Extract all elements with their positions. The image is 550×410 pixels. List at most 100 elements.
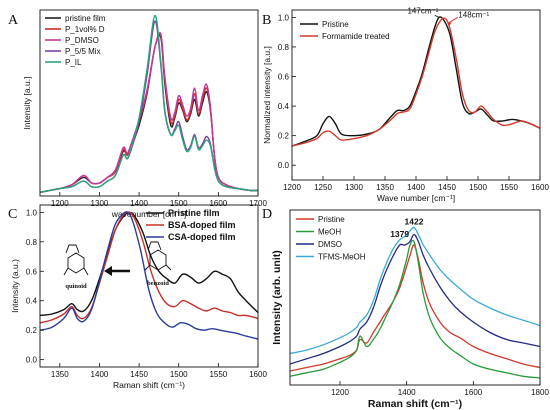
annotation-label: 1422 <box>405 217 424 227</box>
x-tick-label: 1400 <box>407 183 425 192</box>
x-tick-label: 1400 <box>130 199 148 208</box>
x-tick-label: 1450 <box>130 370 148 379</box>
y-tick-label: 1.0 <box>278 13 290 22</box>
x-tick-label: 1200 <box>283 183 301 192</box>
x-tick-label: 1400 <box>398 388 416 397</box>
side-bond <box>144 264 151 271</box>
annotation-arrow <box>447 16 458 24</box>
x-tick-label: 1600 <box>464 388 482 397</box>
legend: Pristine MeOH DMSO TFMS-MeOH <box>296 215 366 262</box>
x-axis-label: Raman shift (cm⁻¹) <box>368 398 462 410</box>
x-tick-label: 1550 <box>209 370 227 379</box>
legend-entry-1: Formamide treated <box>322 32 390 41</box>
series-group <box>40 14 258 193</box>
annotation-label: 1379 <box>390 229 409 239</box>
panel-d: 1200 1400 1600 1800 Raman shift (cm⁻¹) Intens… <box>262 207 549 410</box>
panel-b: 1200 1250 1300 1350 1400 1450 1500 1550 1600 0.0 0… <box>262 6 549 203</box>
series-line-c-2 <box>40 211 258 340</box>
x-tick-label: 1500 <box>469 183 487 192</box>
legend-entry-3: TFMS-MeOH <box>318 253 366 262</box>
y-tick-label: 0.8 <box>278 43 290 52</box>
plot-frame <box>39 204 259 368</box>
double-bond <box>63 267 69 276</box>
legend-entry-2: CSA-doped film <box>168 232 236 242</box>
side-bond <box>165 264 172 271</box>
x-tick-label: 1500 <box>170 370 188 379</box>
annotation-arrow <box>434 15 440 18</box>
legend-entry-0: Pristine <box>322 20 349 29</box>
panel-label-b: B <box>262 13 271 28</box>
series-line-d-3 <box>290 226 540 355</box>
y-tick-label: 1.0 <box>26 208 38 217</box>
thiophene-ring <box>147 241 162 251</box>
legend-entry-0: Pristine <box>318 215 345 224</box>
series-group <box>290 226 540 379</box>
molecule-label-benzoid: benzoid <box>147 280 169 287</box>
x-tick-label: 1600 <box>531 183 549 192</box>
y-tick-label: 0.8 <box>26 238 38 247</box>
x-tick-label: 1400 <box>91 370 109 379</box>
molecule-structures <box>63 241 172 276</box>
arrow-head <box>104 266 112 276</box>
x-tick-label: 1200 <box>51 199 69 208</box>
x-tick-label: 1350 <box>376 183 394 192</box>
x-axis-label: wavenumber [cm⁻¹] <box>111 209 186 219</box>
annotation-label: 147cm⁻¹ <box>407 6 438 15</box>
x-tick-label: 1550 <box>500 183 518 192</box>
x-tick-label: 1600 <box>249 370 267 379</box>
y-tick-label: 0.4 <box>278 102 290 111</box>
series-line-d-1 <box>290 239 540 379</box>
legend-entry-4: P_IL <box>65 58 82 67</box>
x-tick-label: 1300 <box>345 183 363 192</box>
legend-entry-1: MeOH <box>318 228 341 237</box>
panel-label-c: C <box>8 207 17 222</box>
y-tick-label: 0.2 <box>278 132 290 141</box>
quinoid-ring <box>67 252 85 274</box>
legend: pristine film P_1vol% D P_DMSO P_5/5 Mix P_I… <box>45 14 106 67</box>
x-tick-label: 1300 <box>91 199 109 208</box>
legend-entry-1: P_1vol% D <box>65 25 105 34</box>
x-tick-label: 1350 <box>51 370 69 379</box>
arrow-head <box>447 22 452 26</box>
legend-entry-1: BSA-doped film <box>168 220 236 230</box>
series-line-a-2 <box>40 32 258 193</box>
x-tick-label: 1250 <box>314 183 332 192</box>
molecule-label-quinoid: quinoid <box>65 283 87 290</box>
y-tick-label: 0.0 <box>278 161 290 170</box>
x-axis-label: Wave number [cm⁻¹] <box>377 193 455 203</box>
series-line-c-1 <box>40 211 258 324</box>
series-group <box>40 211 258 340</box>
x-tick-label: 1500 <box>170 199 188 208</box>
thiophene-ring <box>65 244 80 254</box>
series-line-d-2 <box>290 233 540 365</box>
legend: Pristine Formamide treated <box>300 20 390 41</box>
x-tick-label: 1800 <box>531 388 549 397</box>
series-line-d-0 <box>290 244 540 372</box>
x-tick-label: 1450 <box>438 183 456 192</box>
legend-entry-2: DMSO <box>318 240 342 249</box>
y-tick-label: 0.4 <box>26 297 38 306</box>
plot-frame <box>289 209 541 386</box>
legend-entry-0: pristine film <box>65 14 106 23</box>
panel-label-a: A <box>8 13 19 28</box>
panel-c: 1350 1400 1450 1500 1550 1600 0.0 0.2 0.4 0.6 0.8 1… <box>8 204 267 390</box>
x-tick-label: 1200 <box>331 388 349 397</box>
series-line-c-0 <box>40 211 258 317</box>
y-axis-label: Intensity [a.u.] <box>22 77 32 130</box>
legend-entry-0: Pristine film <box>168 208 220 218</box>
panel-a: 1200 1300 1400 1500 1600 1700 wavenumber [cm⁻¹… <box>8 9 267 219</box>
series-line-b-0 <box>292 16 540 147</box>
series-group <box>292 16 540 147</box>
y-axis-label: Intensity (arb. unit) <box>271 250 283 345</box>
legend-entry-2: P_DMSO <box>65 36 99 45</box>
annotation-label: 148cm⁻¹ <box>458 10 489 19</box>
y-axis-label: Intensity (a.u.) <box>10 259 20 313</box>
panel-label-d: D <box>262 207 272 222</box>
x-tick-label: 1600 <box>209 199 227 208</box>
y-tick-label: 0.6 <box>26 267 38 276</box>
y-tick-label: 0.0 <box>26 356 38 365</box>
x-axis-label: Raman shift (cm⁻¹) <box>113 380 185 390</box>
x-tick-label: 1700 <box>249 199 267 208</box>
y-axis-label: Normalized intensity [a.u.] <box>262 46 272 144</box>
legend: Pristine film BSA-doped film CSA-doped fil… <box>146 208 236 242</box>
